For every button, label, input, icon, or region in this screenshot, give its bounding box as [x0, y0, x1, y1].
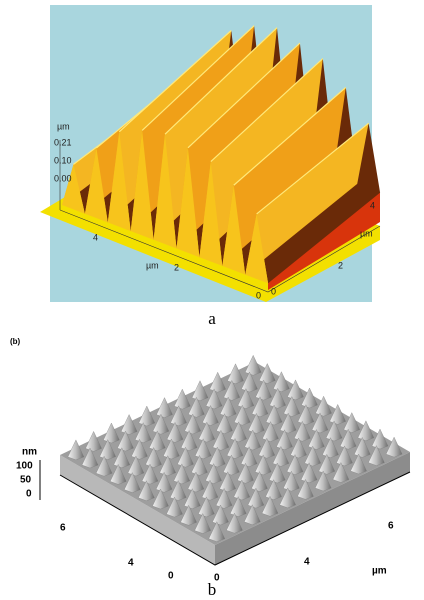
x-unit: µm — [146, 260, 159, 270]
y-tick: 2 — [338, 260, 343, 270]
x-tick: 4 — [128, 558, 134, 569]
y-tick: 0 — [271, 286, 276, 296]
z-tick: 0 — [26, 489, 32, 500]
z-tick: 0.00 — [54, 173, 72, 183]
y-tick: 4 — [304, 557, 310, 568]
z-tick: 0.21 — [54, 137, 72, 147]
x-tick: 6 — [60, 523, 66, 534]
x-tick: 0 — [256, 290, 261, 300]
z-tick: 50 — [20, 475, 32, 486]
z-tick: 0.10 — [54, 155, 72, 165]
x-tick: 2 — [174, 262, 179, 272]
figure: µm 0.21 0.10 0.00 4 2 0 µm 0 2 4 µm a (b… — [0, 0, 424, 600]
x-tick: 0 — [168, 571, 174, 582]
z-unit: µm — [57, 121, 70, 131]
z-tick: 100 — [16, 461, 33, 472]
y-tick: 6 — [388, 521, 394, 532]
x-tick: 4 — [93, 232, 98, 242]
panel-b-render — [40, 355, 410, 565]
y-unit: µm — [360, 228, 373, 238]
caption: a — [208, 309, 216, 328]
caption: b — [208, 580, 217, 599]
y-tick: 4 — [370, 200, 375, 210]
panel-tag: (b) — [10, 337, 21, 346]
z-unit: nm — [22, 447, 37, 458]
x-unit: µm — [372, 566, 387, 577]
